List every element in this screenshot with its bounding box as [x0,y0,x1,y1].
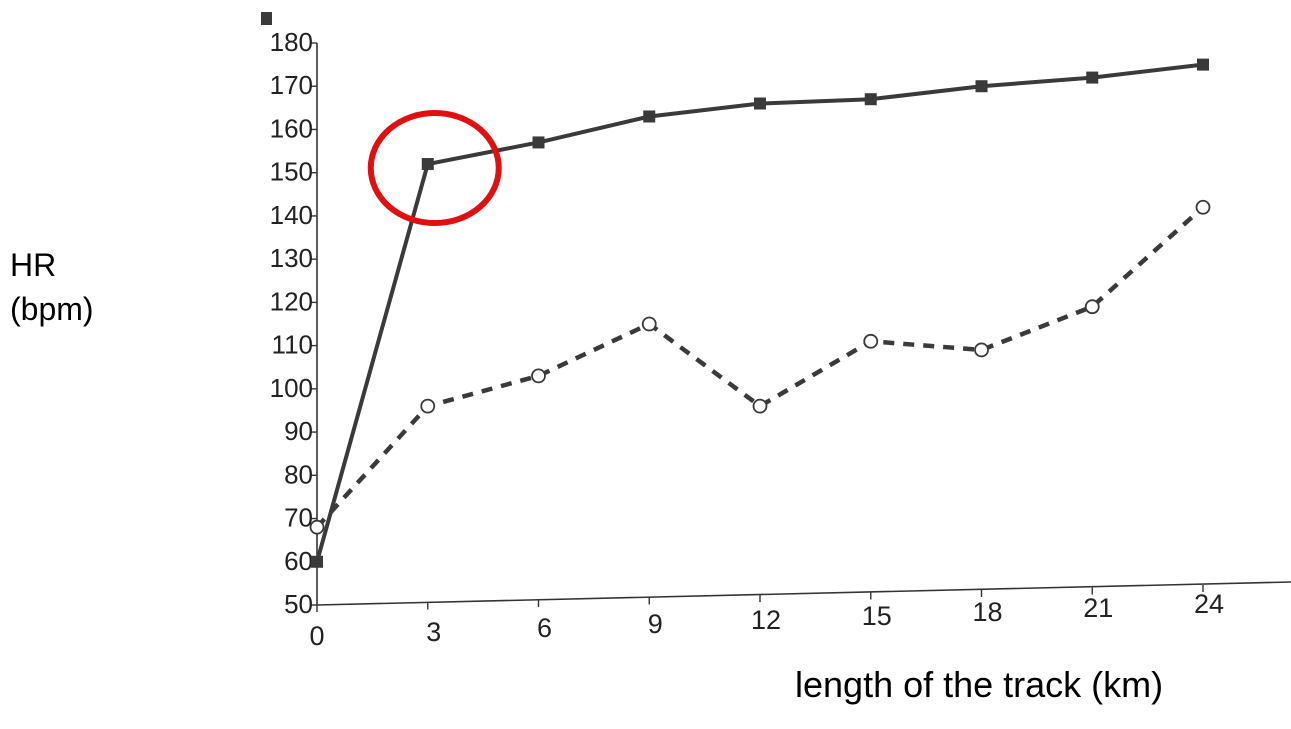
y-tick-label: 120 [270,286,313,316]
x-axis-line [316,581,1291,606]
series-0-point [421,158,434,171]
y-tick-label: 50 [284,589,313,619]
y-tick-label: 100 [270,373,313,403]
series-0-line [315,62,1204,563]
series-0-point [754,97,766,110]
series-layer [309,58,1211,568]
x-tick-label: 0 [309,621,324,651]
x-tick-label: 24 [1194,589,1224,619]
y-axis-label: HR (bpm) [10,243,94,331]
series-1-point [420,398,436,414]
series-0-point [311,555,323,568]
y-tick-label: 140 [270,200,313,230]
annotation-layer [367,110,502,227]
series-1-point [531,368,546,384]
series-1-point [974,342,989,358]
axes: 50 60 70 80 90 100 110 120 130 140 150 160 170 180 0 3 6… [270,27,1291,651]
series-0-point [532,136,545,149]
series-1-point [1195,199,1211,215]
y-tick-label: 180 [270,27,313,57]
series-1-point [1084,299,1100,315]
series-0-point [864,93,877,106]
series-0-point [1197,58,1209,71]
x-tick-label: 6 [537,613,552,643]
x-tick-label: 12 [751,605,781,635]
y-axis-label-line-1: HR [10,247,57,283]
x-tick-label: 9 [648,609,663,639]
top-axis-marker [261,12,272,25]
y-tick-label: 170 [270,70,313,100]
y-tick-label: 70 [284,503,313,533]
y-tick-label: 90 [284,416,313,446]
series-1-line [315,205,1205,529]
y-tick-label: 80 [284,459,313,489]
x-tick-label: 3 [426,617,441,647]
y-axis-label-line-2: (bpm) [10,291,94,327]
series-1-point [641,316,657,332]
x-tick-label: 18 [972,597,1002,627]
y-tick-label: 160 [270,113,313,143]
y-tick-label: 60 [284,546,313,576]
x-axis-label: length of the track (km) [795,664,1164,705]
y-tick-label: 150 [270,157,313,187]
series-0-point [975,80,988,93]
highlight-circle [367,110,502,227]
y-tick-label: 110 [272,330,313,360]
series-1-point [309,519,325,535]
series-1-point [863,333,879,349]
x-tick-label: 21 [1083,593,1113,623]
series-0-point [1086,71,1099,84]
y-tick-label: 130 [270,243,313,273]
x-tick-label: 15 [862,601,892,631]
series-1-point [752,398,768,414]
series-0-point [643,110,656,123]
